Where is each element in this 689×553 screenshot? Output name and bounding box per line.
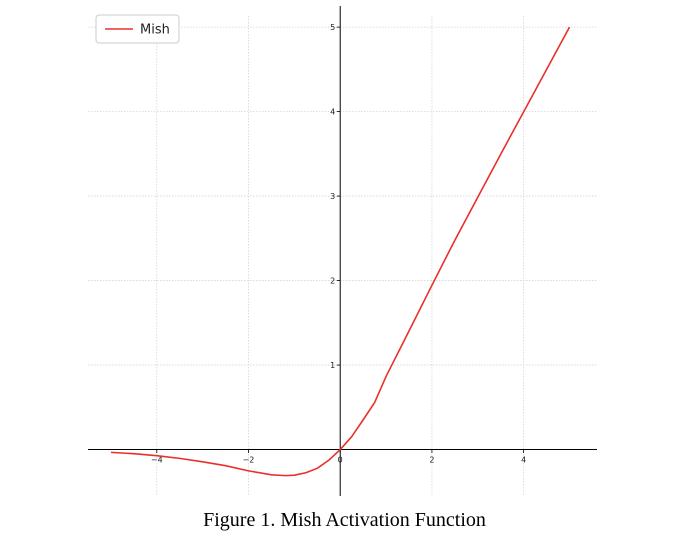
figure-caption: Figure 1. Mish Activation Function xyxy=(203,509,486,531)
x-tick-label-1: −2 xyxy=(243,456,255,465)
y-tick-label-0: 1 xyxy=(330,361,335,370)
grid-lines xyxy=(88,16,597,496)
x-tick-label-2: 0 xyxy=(338,456,343,465)
tick-labels: −4 −2 0 2 4 1 2 3 4 5 xyxy=(151,23,526,464)
y-tick-label-4: 5 xyxy=(330,23,335,32)
x-tick-label-0: −4 xyxy=(151,456,163,465)
x-tick-label-4: 4 xyxy=(521,456,526,465)
y-tick-label-1: 2 xyxy=(330,277,335,286)
legend-label-0: Mish xyxy=(140,23,170,38)
series-lines xyxy=(110,26,571,477)
mish-chart: −4 −2 0 2 4 1 2 3 4 5 Mish xyxy=(88,6,597,496)
legend: Mish xyxy=(95,14,180,44)
y-tick-label-3: 4 xyxy=(330,108,335,117)
x-tick-label-3: 2 xyxy=(429,456,434,465)
legend-box xyxy=(95,14,180,44)
axes xyxy=(88,6,597,496)
y-tick-label-2: 3 xyxy=(330,192,335,201)
series-line-mish xyxy=(110,26,571,477)
